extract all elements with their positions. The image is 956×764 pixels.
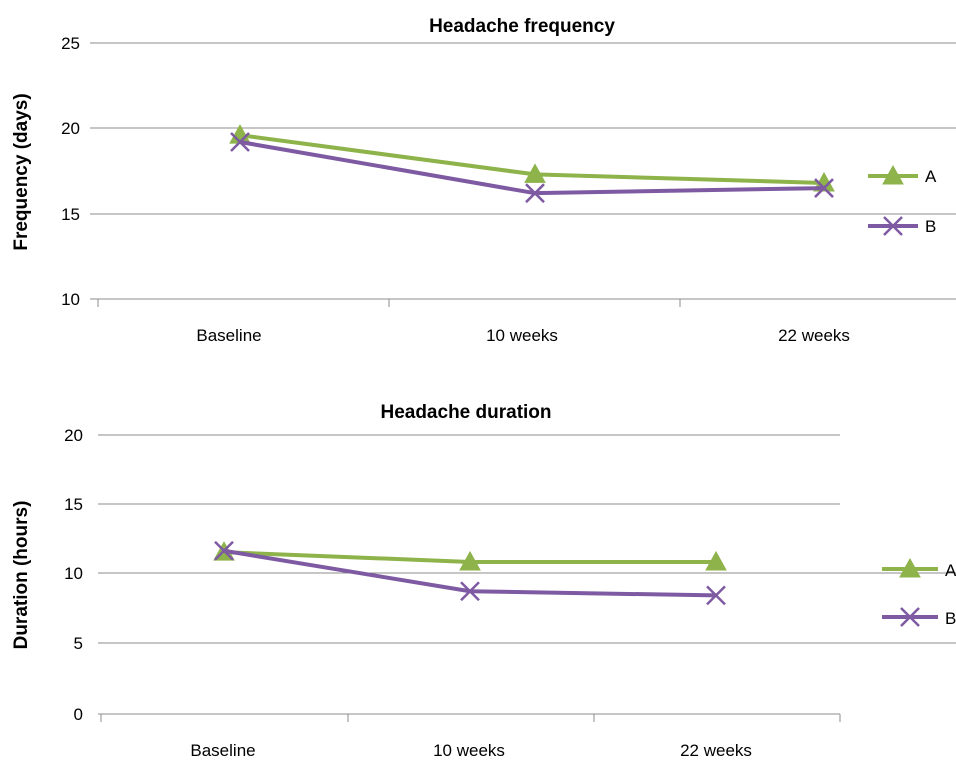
frequency-chart-title: Headache frequency [429,16,615,37]
duration-chart-title: Headache duration [380,402,551,423]
series-b-point [230,132,250,152]
frequency-chart: Headache frequency Frequency (days) 25 2… [11,16,956,345]
duration-y-tick-label: 20 [64,426,83,445]
series-a-point [524,163,546,183]
series-a-point [705,550,727,571]
duration-y-tick-label: 10 [64,564,83,583]
series-b-point [460,581,480,602]
frequency-x-tick-label: 22 weeks [778,326,850,345]
duration-x-tick-label: 10 weeks [433,741,505,759]
series-b-point [525,183,545,204]
series-b-point-stroke [706,585,726,606]
series-b-point-stroke [230,132,250,152]
legend-b-marker [883,216,903,236]
frequency-y-axis-label: Frequency (days) [11,93,32,250]
frequency-legend: A B [868,164,937,236]
duration-y-tick-label: 5 [74,634,83,653]
series-b-point-stroke [525,183,545,204]
frequency-y-tick-label: 20 [61,119,80,138]
series-b-point [706,585,726,606]
legend-b-marker-stroke [900,607,920,627]
frequency-legend-label-b: B [925,217,936,236]
legend-a-marker [899,557,921,578]
duration-chart: Headache duration Duration (hours) 20 15… [11,402,956,760]
frequency-y-tick-label: 10 [61,290,80,309]
frequency-x-tick-label: 10 weeks [486,326,558,345]
series-b-point [814,178,834,198]
duration-plot-area [213,540,727,606]
duration-legend-swatch-b [882,607,938,627]
frequency-y-tick-label: 15 [61,205,80,224]
duration-legend-swatch-a [882,557,938,578]
series-b-point-stroke [214,540,234,561]
duration-y-tick-label: 15 [64,495,83,514]
duration-y-tick-label: 0 [74,705,83,724]
legend-b-marker-stroke [883,216,903,236]
series-b-point [214,540,234,561]
duration-legend-label-b: B [945,609,956,628]
duration-legend: A B [882,557,956,628]
duration-x-tick-label: Baseline [190,741,255,759]
series-b-point-stroke [814,178,834,198]
frequency-legend-swatch-a [868,164,918,185]
frequency-legend-label-a: A [925,167,937,186]
duration-legend-label-a: A [945,561,956,580]
series-b-line [238,139,826,196]
duration-x-tick-label: 22 weeks [680,741,752,759]
frequency-y-tick-label: 25 [61,34,80,53]
frequency-legend-swatch-b [868,216,918,236]
series-b-point-stroke [460,581,480,602]
series-a-point [459,550,481,571]
duration-y-axis-label: Duration (hours) [11,501,32,650]
legend-b-marker [900,607,920,627]
frequency-x-tick-label: Baseline [196,326,261,345]
frequency-plot-area [229,124,835,204]
legend-a-marker [882,164,904,185]
